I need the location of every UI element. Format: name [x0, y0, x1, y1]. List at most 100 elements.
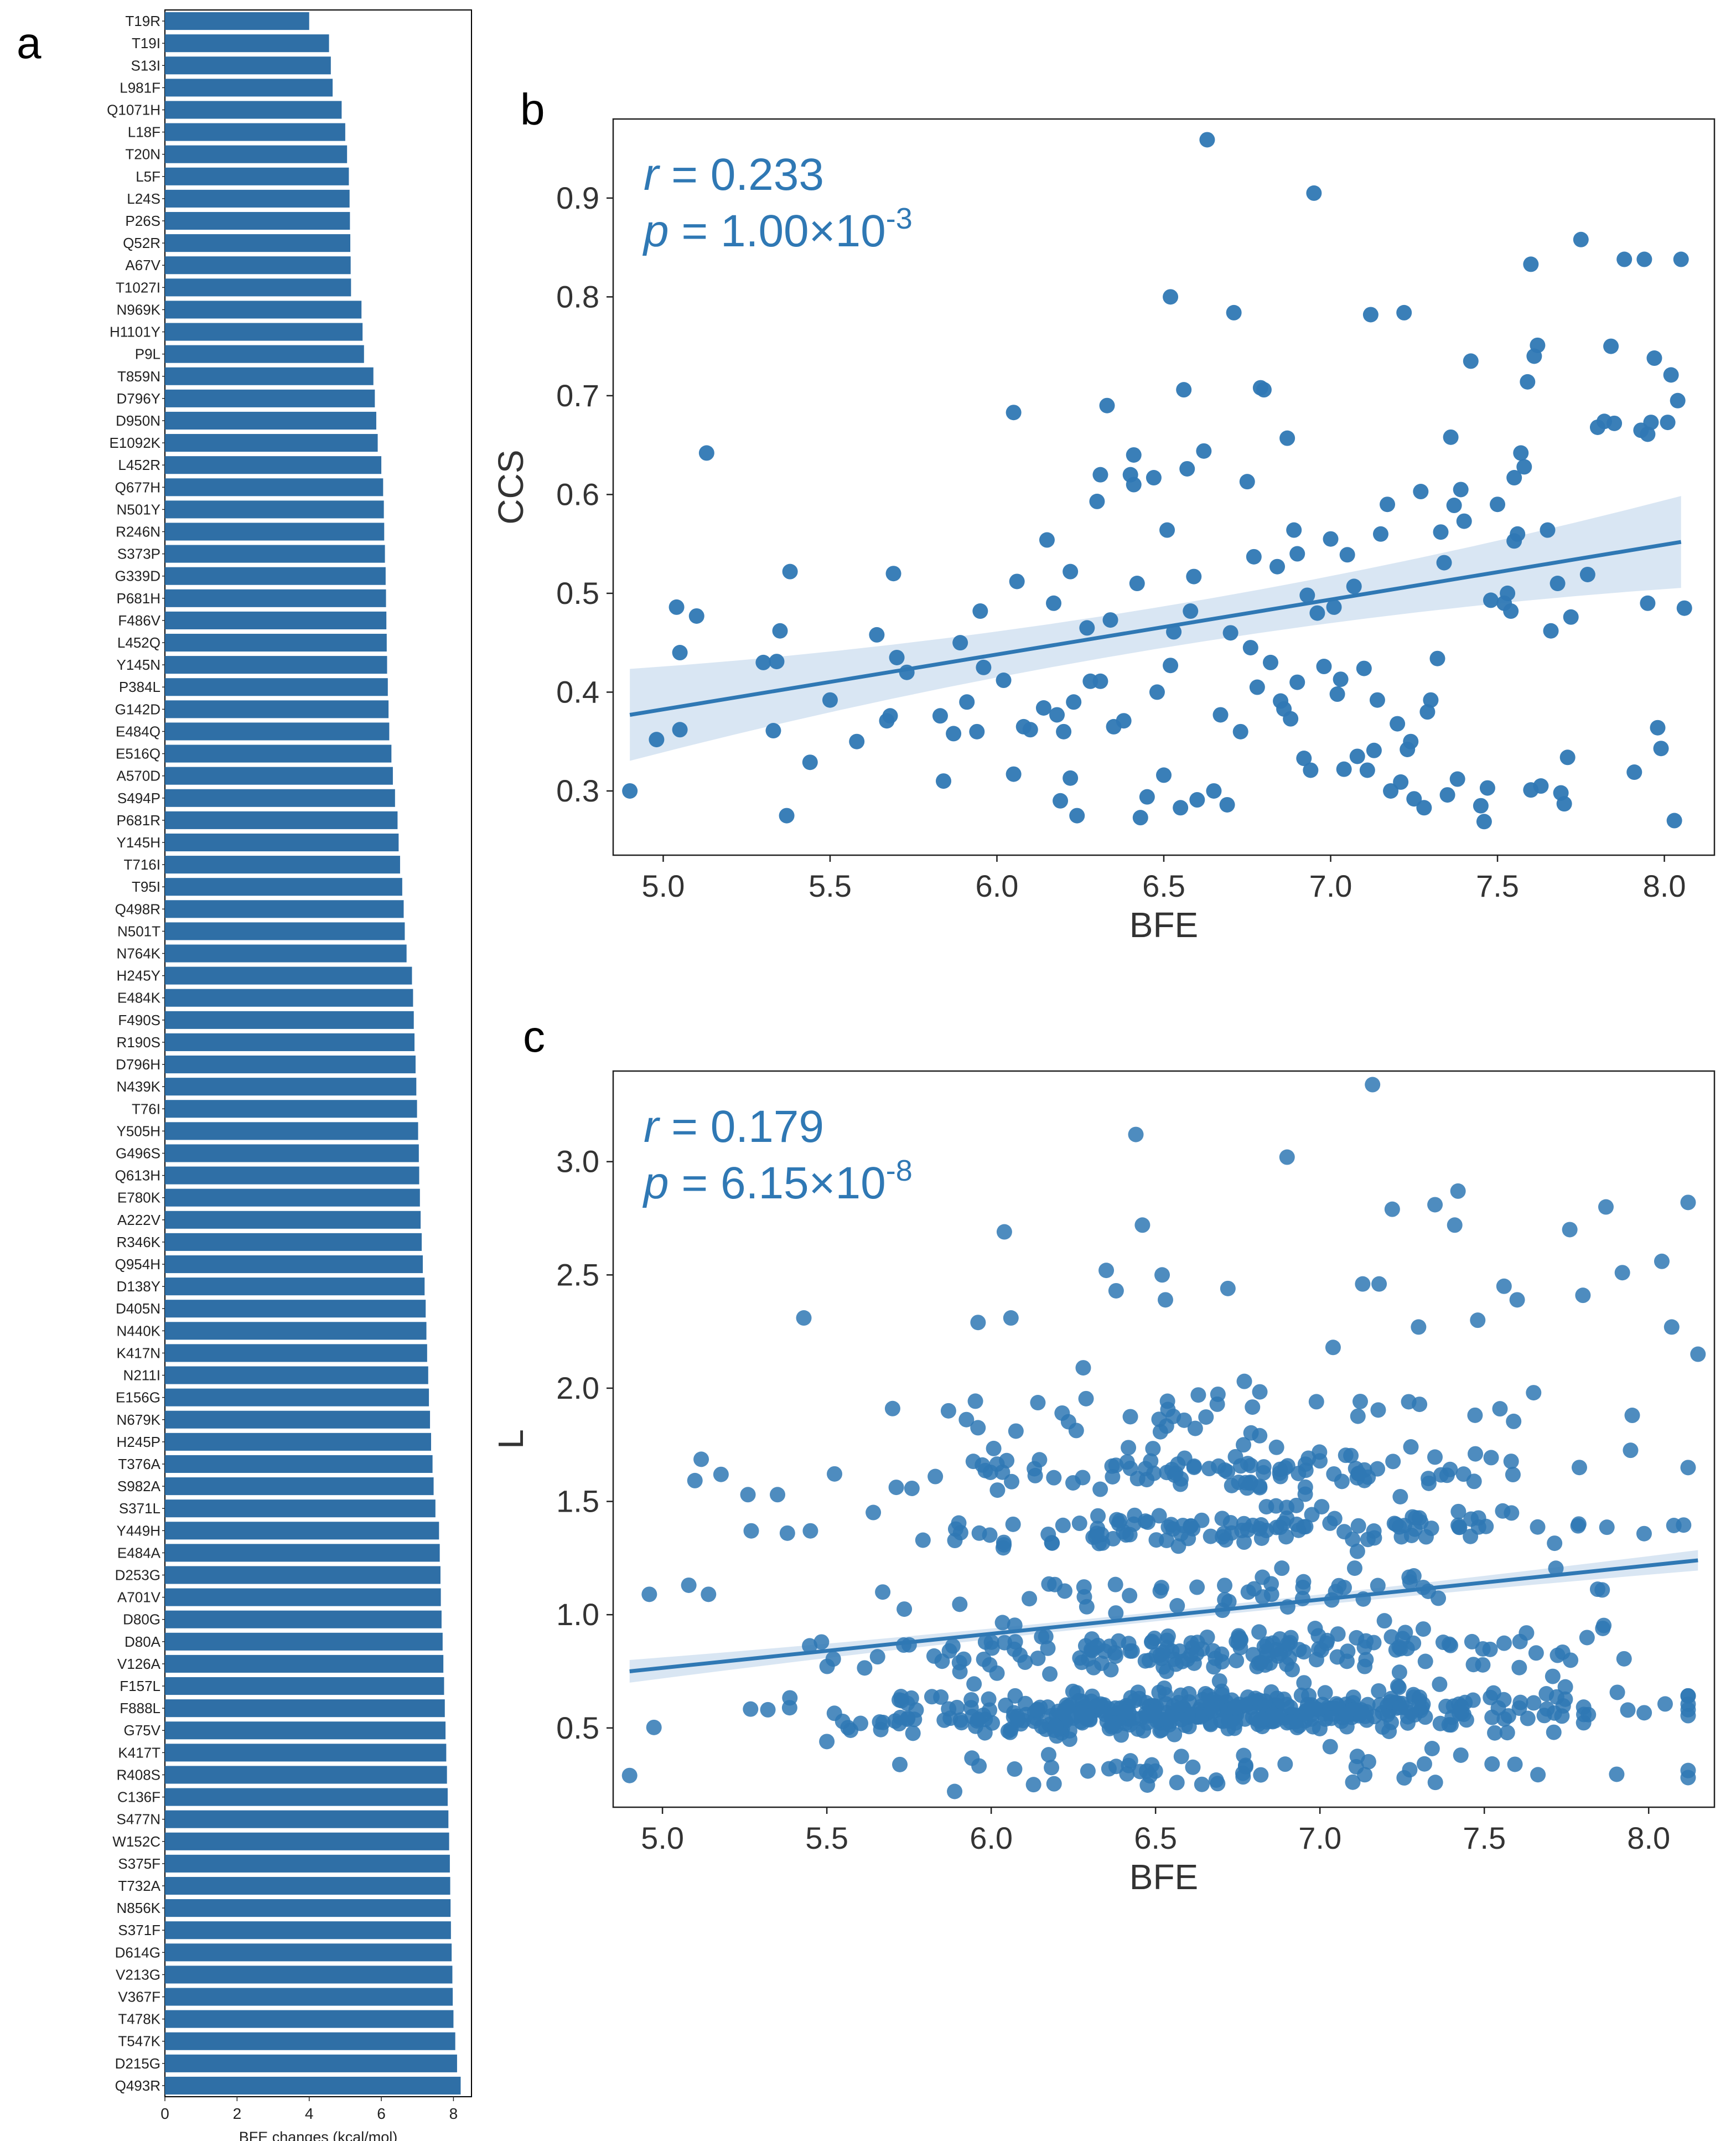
- bar-T716I: [165, 856, 400, 874]
- data-point: [1118, 1527, 1134, 1543]
- data-point: [970, 1420, 986, 1436]
- data-point: [1456, 513, 1472, 529]
- data-point: [681, 1577, 697, 1593]
- data-point: [1040, 1640, 1056, 1656]
- bar-A222V: [165, 1211, 421, 1229]
- data-point: [915, 1532, 931, 1548]
- data-point: [869, 627, 885, 643]
- bar-E484A: [165, 1544, 440, 1562]
- data-point: [1336, 1580, 1352, 1596]
- data-point: [1003, 1310, 1019, 1326]
- data-point: [672, 722, 688, 738]
- data-point: [1056, 1583, 1072, 1599]
- bar-label-N440K: N440K: [117, 1322, 161, 1339]
- bar-L452Q: [165, 633, 387, 652]
- data-point: [889, 649, 905, 665]
- data-point: [1376, 1613, 1392, 1629]
- bar-R408S: [165, 1766, 447, 1784]
- data-point: [1650, 720, 1666, 736]
- data-point: [1208, 1651, 1224, 1667]
- data-point: [1017, 1654, 1033, 1671]
- bar-S373P: [165, 545, 385, 563]
- bar-H1101Y: [165, 323, 363, 341]
- bar-label-H245P: H245P: [117, 1434, 161, 1450]
- data-point: [1144, 1633, 1160, 1649]
- data-point: [1227, 1699, 1243, 1715]
- data-point: [1609, 1766, 1625, 1782]
- bar-label-E484Q: E484Q: [116, 723, 160, 739]
- bar-T376A: [165, 1455, 433, 1473]
- data-point: [1046, 1776, 1062, 1792]
- bar-L5F: [165, 167, 349, 185]
- data-point: [1370, 1402, 1386, 1418]
- data-point: [933, 1689, 949, 1705]
- bar-label-D215G: D215G: [115, 2055, 160, 2072]
- data-point: [1346, 578, 1362, 594]
- data-point: [949, 1699, 965, 1715]
- bar-label-T376A: T376A: [118, 1456, 160, 1472]
- data-point: [946, 726, 962, 742]
- bar-label-N969K: N969K: [117, 301, 161, 318]
- data-point: [1455, 1466, 1471, 1482]
- data-point: [1173, 1526, 1189, 1542]
- data-point: [669, 599, 685, 615]
- data-point: [1173, 1711, 1189, 1728]
- data-point: [1636, 1525, 1652, 1542]
- data-point: [1279, 1149, 1295, 1165]
- y-tick-label: 0.7: [556, 378, 599, 413]
- bar-label-Q52R: Q52R: [123, 235, 160, 251]
- data-point: [1390, 716, 1406, 732]
- data-point: [740, 1487, 756, 1503]
- data-point: [1102, 612, 1118, 628]
- data-point: [1511, 1700, 1527, 1716]
- data-point: [1396, 1770, 1412, 1786]
- data-point: [1505, 1467, 1521, 1483]
- data-point: [1523, 256, 1539, 272]
- data-point: [849, 733, 865, 749]
- bar-label-D80A: D80A: [125, 1633, 161, 1650]
- bar-label-F157L: F157L: [120, 1678, 160, 1694]
- bar-G496S: [165, 1144, 419, 1162]
- data-point: [996, 673, 1012, 689]
- data-point: [1139, 789, 1155, 805]
- data-point: [1251, 1624, 1267, 1640]
- data-point: [1222, 625, 1238, 641]
- data-point: [969, 723, 985, 739]
- data-point: [1183, 603, 1199, 619]
- bar-label-D253G: D253G: [115, 1567, 160, 1584]
- data-point: [646, 1719, 662, 1735]
- bar-label-S477N: S477N: [117, 1811, 161, 1828]
- x-tick-label: 8.0: [1643, 868, 1686, 903]
- bar-label-N856K: N856K: [117, 1900, 161, 1916]
- data-point: [1148, 1532, 1164, 1548]
- bar-N856K: [165, 1899, 451, 1917]
- bar-label-D950N: D950N: [116, 412, 160, 429]
- data-point: [1297, 1479, 1313, 1495]
- bar-label-H245Y: H245Y: [117, 968, 161, 984]
- data-point: [1483, 1450, 1499, 1466]
- bar-label-D138Y: D138Y: [117, 1278, 161, 1295]
- data-point: [1640, 426, 1656, 442]
- data-point: [1122, 1460, 1138, 1476]
- bar-label-G339D: G339D: [115, 568, 160, 585]
- data-point: [1397, 1625, 1413, 1641]
- data-point: [1122, 1409, 1138, 1425]
- data-point: [688, 608, 704, 624]
- data-point: [1220, 1280, 1236, 1296]
- data-point: [1194, 1776, 1210, 1792]
- x-axis-label-b: BFE: [1129, 905, 1198, 945]
- data-point: [1546, 1724, 1562, 1740]
- data-point: [888, 1480, 904, 1496]
- data-point: [1245, 1399, 1261, 1415]
- data-point: [1046, 595, 1061, 611]
- bar-L18F: [165, 123, 345, 141]
- data-point: [1263, 1576, 1279, 1592]
- data-point: [1503, 1454, 1519, 1470]
- bar-label-P9L: P9L: [135, 346, 160, 363]
- data-point: [1359, 762, 1375, 778]
- data-point: [1468, 1446, 1484, 1462]
- bar-Y505H: [165, 1122, 418, 1140]
- y-axis-label-c: L: [491, 1429, 531, 1449]
- data-point: [1210, 1386, 1226, 1402]
- data-point: [1447, 1217, 1463, 1233]
